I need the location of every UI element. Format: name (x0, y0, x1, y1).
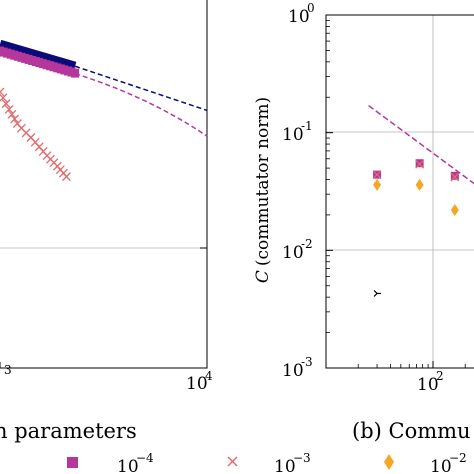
left-xtick-label-base: 10 (186, 374, 208, 394)
x-stroke (450, 172, 460, 182)
right-panel: 10 0 10 -1 10 -2 10 -3 10 2 C (commutator… (253, 1, 474, 443)
legend-label-3-base: 10 (430, 457, 452, 474)
x-stroke (415, 159, 425, 169)
right-square-marker (450, 171, 459, 180)
legend-marker-square (67, 457, 78, 468)
tri-stroke (373, 293, 378, 297)
left-series-2-marker (71, 68, 80, 78)
right-ytick-label-0-base: 10 (288, 7, 310, 27)
left-series-3-marker (1, 99, 11, 109)
x-stroke (7, 109, 17, 119)
x-stroke (38, 147, 48, 156)
right-ylabel-text: (commutator norm) (253, 97, 273, 266)
right-plot-frame (325, 14, 474, 369)
right-ytick-label-2-exp: -2 (301, 237, 313, 251)
right-ytick-label-1-exp: -1 (301, 119, 313, 133)
right-caption: (b) Commu (352, 419, 471, 443)
left-panel: 3 10 4 n parameters (0, 0, 213, 443)
x-stroke (21, 128, 31, 138)
x-stroke (16, 123, 26, 133)
left-series-3-marker (0, 87, 5, 97)
legend-label-1-base: 10 (117, 457, 139, 474)
right-square-marker (415, 159, 424, 168)
x-stroke (62, 172, 71, 182)
left-xtick-label-exp2: 4 (205, 369, 213, 383)
legend-label-2-base: 10 (274, 457, 296, 474)
legend-marker-x (227, 456, 238, 467)
left-xtick-label-exp: 3 (4, 363, 12, 377)
left-series-3-marker (4, 104, 14, 114)
right-ylabel-symbol: C (253, 270, 273, 283)
tri-stroke (373, 290, 378, 294)
legend-label-2-exp: −3 (293, 451, 311, 465)
left-series-1-dashed (74, 65, 208, 112)
x-stroke (30, 137, 40, 147)
x-stroke (0, 93, 8, 102)
right-x-marker (450, 172, 460, 182)
right-ytick-label-3-exp: -3 (301, 355, 313, 369)
right-ytick-label-2-base: 10 (282, 243, 304, 263)
legend-label-3-exp: −2 (449, 451, 467, 465)
x-stroke (26, 133, 36, 142)
x-stroke (1, 99, 11, 109)
left-caption: n parameters (0, 419, 137, 443)
x-stroke (34, 142, 44, 152)
left-series-1-solid (0, 39, 77, 71)
left-series-3-marker (0, 93, 8, 103)
right-ytick-label-1-base: 10 (282, 125, 304, 145)
right-diamond-marker (373, 178, 382, 191)
right-diamond-marker (450, 204, 459, 217)
x-stroke (4, 104, 14, 114)
left-series-2-dashed (74, 72, 208, 137)
legend-marker-diamond (384, 454, 394, 470)
left-series-3-marker (62, 172, 71, 182)
right-dashed-line (368, 104, 474, 185)
right-ytick-label-3-base: 10 (282, 361, 304, 381)
right-xtick-label-base: 10 (417, 375, 439, 395)
left-series-3-marker (10, 114, 20, 124)
x-stroke (0, 91, 5, 97)
legend-label-1-exp: −4 (136, 451, 154, 465)
x-stroke (10, 114, 20, 124)
right-ylabel: C (commutator norm) (253, 97, 273, 283)
right-tri-marker (373, 290, 382, 297)
x-stroke (0, 87, 5, 93)
x-stroke (372, 170, 382, 180)
right-diamond-marker (415, 178, 424, 191)
right-x-marker (415, 159, 425, 169)
left-series-3-marker (7, 109, 17, 119)
x-stroke (12, 119, 22, 129)
right-xtick-label-exp: 2 (436, 369, 444, 383)
legend: 10 −4 10 −3 10 −2 (67, 451, 467, 474)
right-x-marker (372, 170, 382, 180)
right-ytick-label-0-exp: 0 (307, 1, 315, 15)
left-plot-frame (0, 0, 208, 369)
